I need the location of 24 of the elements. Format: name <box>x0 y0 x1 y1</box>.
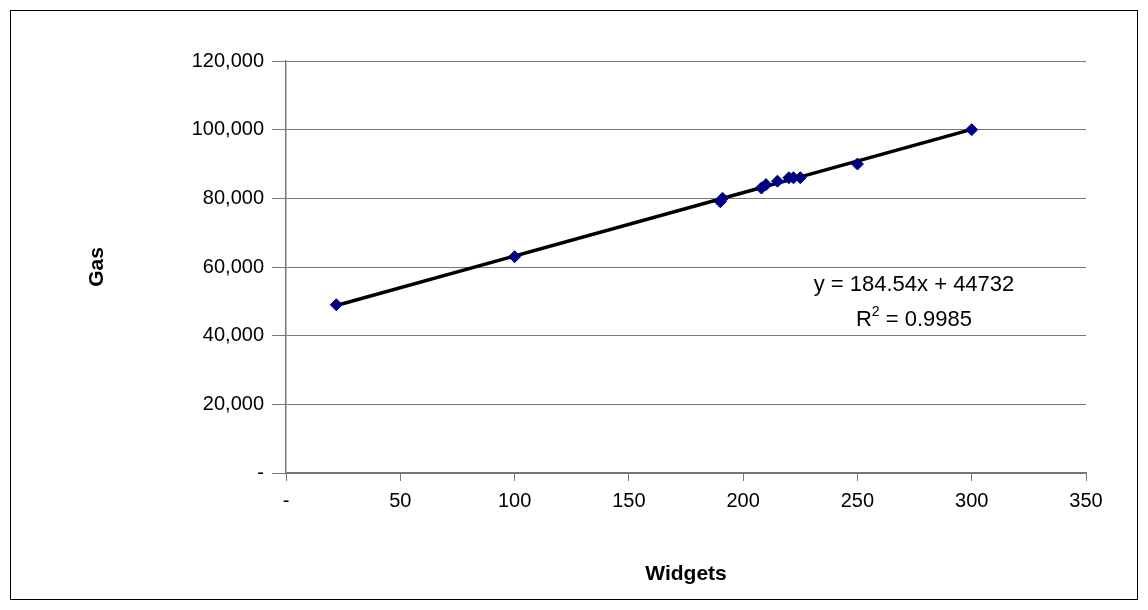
x-tick-label: 100 <box>497 488 532 511</box>
y-tick-label: 40,000 <box>202 323 264 346</box>
point <box>965 123 979 137</box>
y-tick-label: 60,000 <box>202 254 264 277</box>
y-axis-title: Gas <box>84 247 108 287</box>
point <box>770 174 784 188</box>
x-tick-label: 150 <box>612 488 646 511</box>
y-tick-label: 100,000 <box>191 117 264 140</box>
x-tick-label: 200 <box>726 488 760 511</box>
point <box>508 250 522 264</box>
x-tick-label: 50 <box>389 488 412 511</box>
x-axis-title: Widgets <box>645 561 727 585</box>
y-tick-label: - <box>257 460 264 483</box>
x-tick-label: - <box>282 488 290 511</box>
x-tick-label: 300 <box>955 488 989 511</box>
point <box>759 178 773 192</box>
x-tick-label: 350 <box>1069 488 1103 511</box>
x-tick-label: 250 <box>840 488 875 511</box>
point <box>329 298 343 312</box>
y-tick-label: 120,000 <box>191 48 264 71</box>
y-tick-label: 80,000 <box>202 185 264 208</box>
point <box>850 157 864 171</box>
y-tick-label: 20,000 <box>202 391 264 414</box>
annotation: y = 184.54x + 44732 <box>813 271 1015 296</box>
